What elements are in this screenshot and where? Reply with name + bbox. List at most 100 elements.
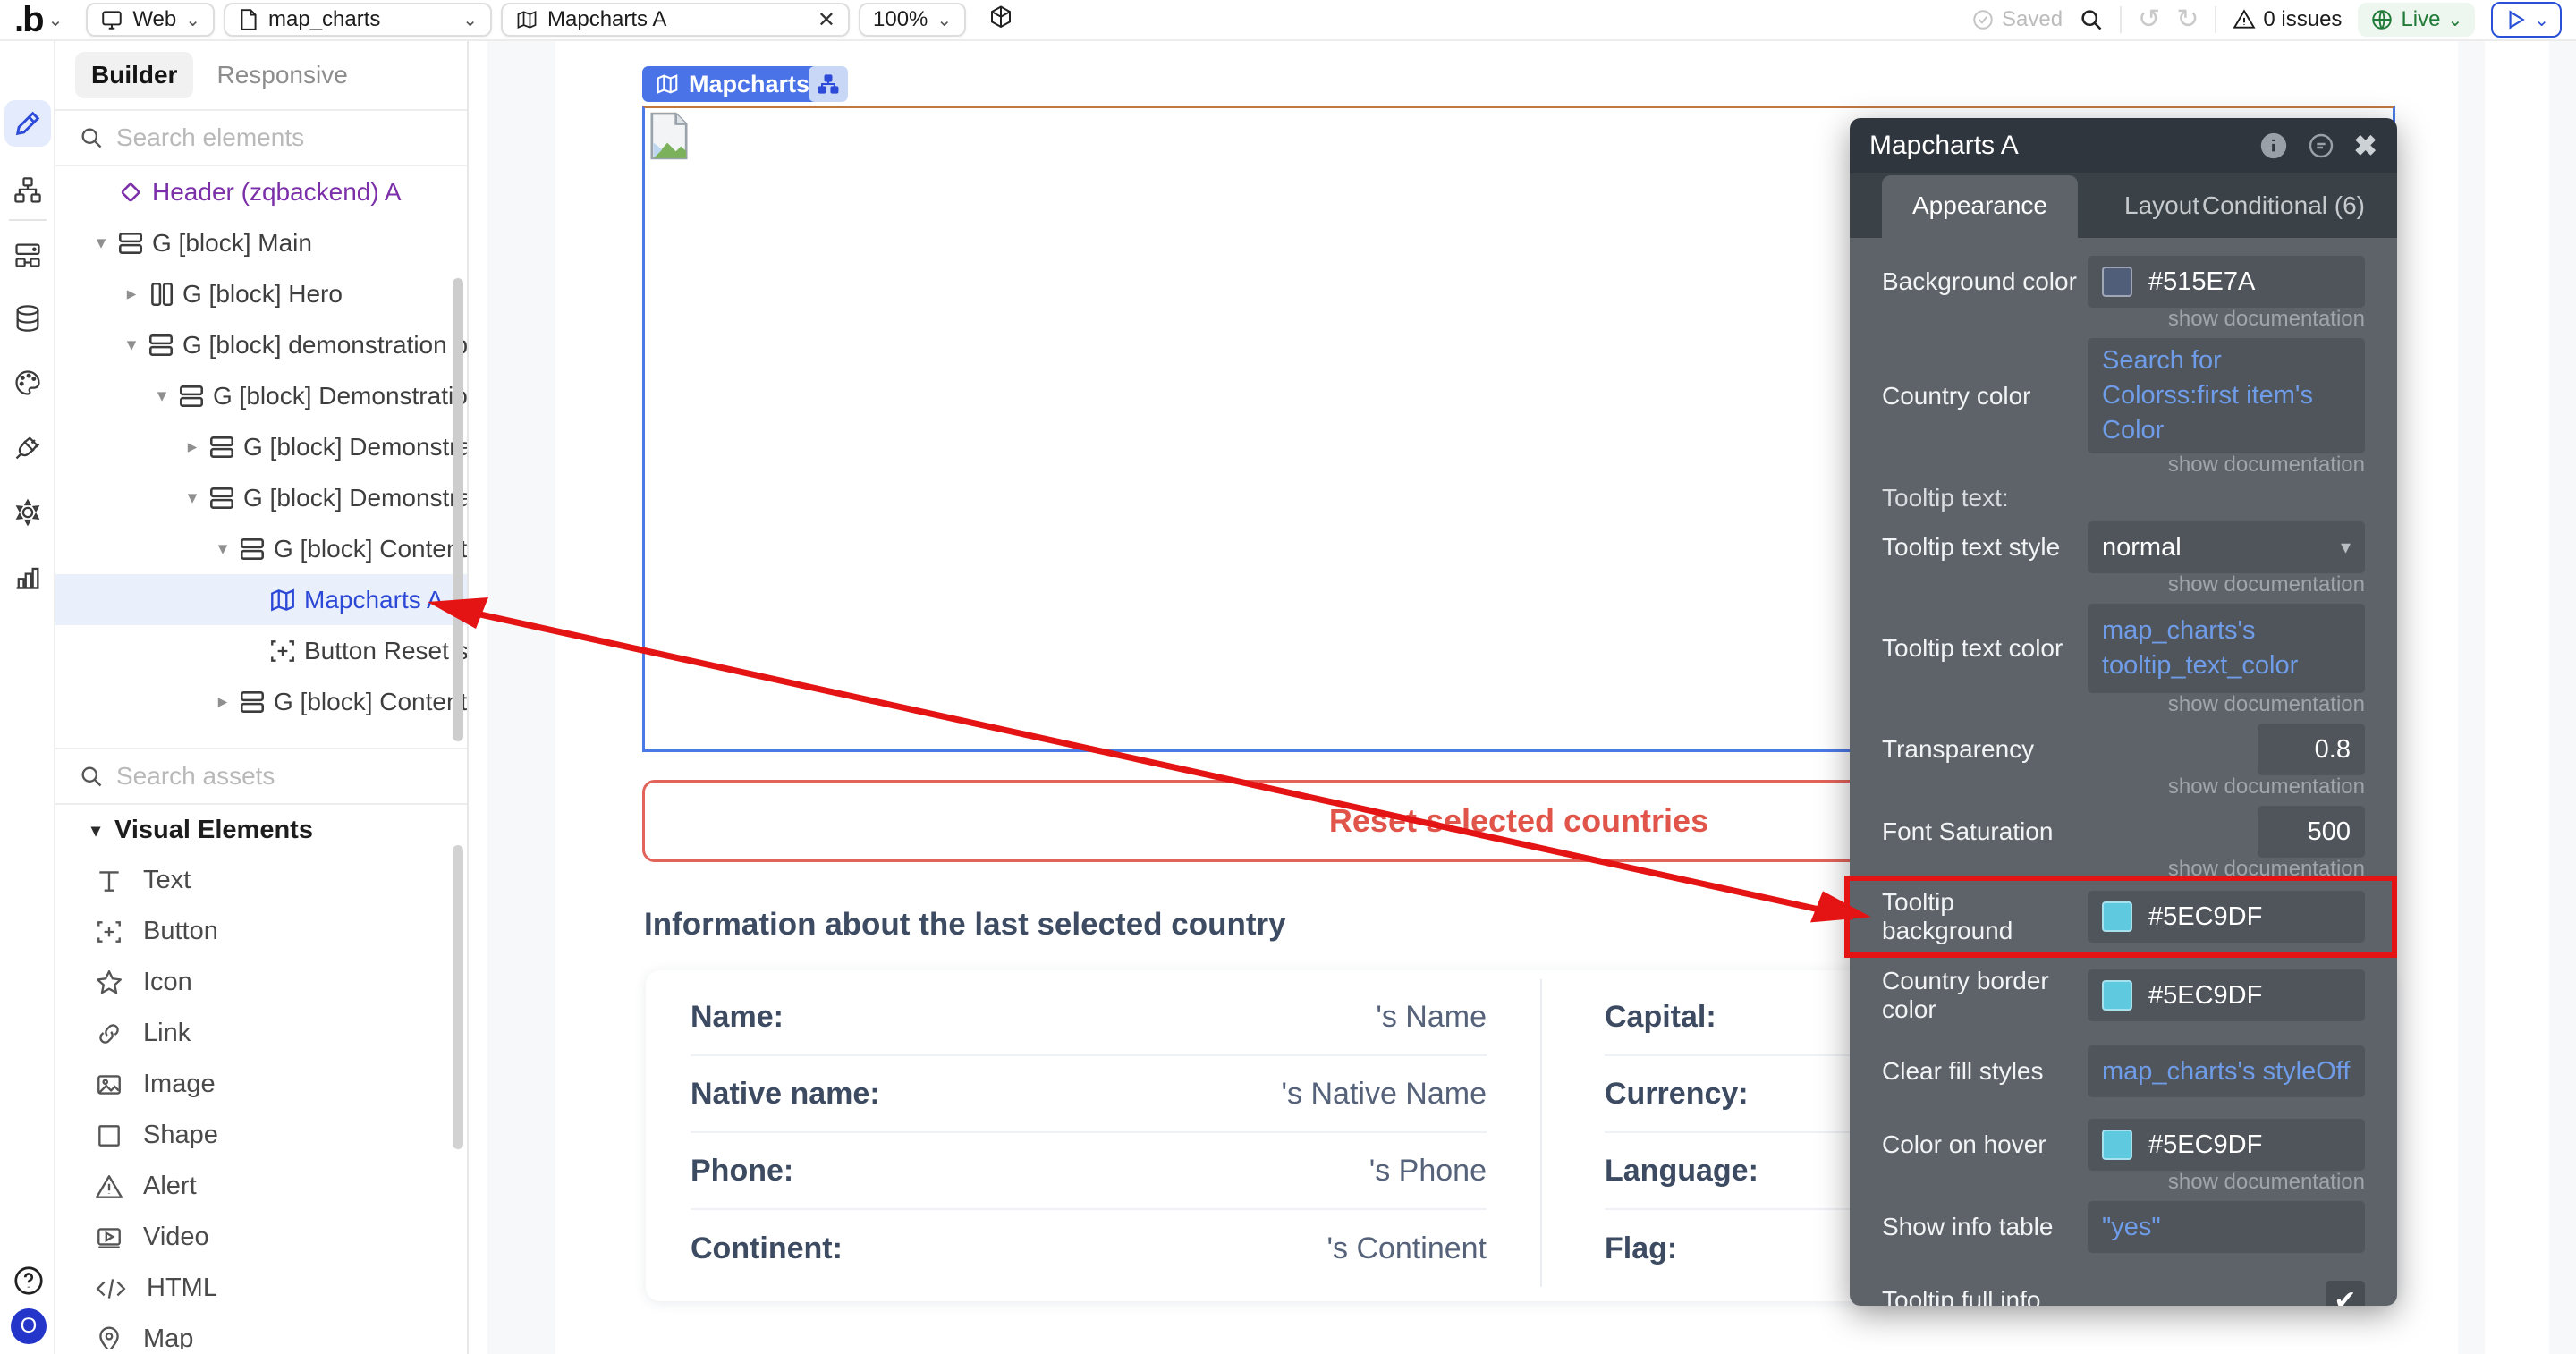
rail-workflow-icon[interactable] bbox=[4, 167, 51, 214]
tree-item-g-block-content[interactable]: ▸ G [block] Content ... bbox=[55, 676, 467, 727]
tree-item-g-block-demonstrati[interactable]: ▾ G [block] Demonstrati... bbox=[55, 472, 467, 523]
asset-item-icon[interactable]: Icon bbox=[55, 957, 467, 1008]
visual-elements-header[interactable]: ▾ Visual Elements bbox=[55, 805, 467, 855]
chevron-right-icon[interactable]: ▸ bbox=[187, 436, 198, 457]
asset-item-html[interactable]: HTML bbox=[55, 1263, 467, 1314]
tab-responsive[interactable]: Responsive bbox=[216, 61, 348, 89]
chevron-right-icon[interactable]: ▸ bbox=[126, 283, 137, 304]
expression-field[interactable]: map_charts's styleOff bbox=[2088, 1045, 2365, 1098]
asset-item-shape[interactable]: Shape bbox=[55, 1110, 467, 1161]
property-label: Show info table bbox=[1882, 1213, 2054, 1241]
avatar[interactable]: O bbox=[11, 1308, 47, 1344]
tree-item-g-block-main[interactable]: ▾ G [block] Main bbox=[55, 217, 467, 268]
color-swatch[interactable] bbox=[2102, 901, 2132, 933]
bubble-logo-menu[interactable]: .b ⌄ bbox=[14, 2, 63, 38]
rail-database-icon[interactable] bbox=[4, 295, 51, 342]
color-field[interactable]: #5EC9DF bbox=[2088, 969, 2365, 1022]
search-elements-input[interactable]: Search elements bbox=[55, 111, 467, 166]
show-documentation-link[interactable]: show documentation bbox=[2167, 307, 2365, 331]
search-icon[interactable] bbox=[2079, 7, 2104, 32]
search-assets-input[interactable]: Search assets bbox=[55, 749, 467, 805]
expression-field[interactable]: map_charts's tooltip_text_color bbox=[2088, 604, 2365, 694]
undo-button[interactable]: ↺ bbox=[2138, 4, 2161, 34]
color-field[interactable]: #515E7A bbox=[2088, 256, 2365, 308]
tree-item-g-block-demonstration[interactable]: ▾ G [block] Demonstration bbox=[55, 370, 467, 421]
dropdown-field[interactable]: normal ▾ bbox=[2088, 521, 2365, 574]
live-environment-button[interactable]: Live ⌄ bbox=[2358, 3, 2476, 37]
show-documentation-link[interactable]: show documentation bbox=[2167, 857, 2365, 882]
spacer bbox=[1882, 945, 2365, 967]
platform-selector[interactable]: Web ⌄ bbox=[86, 3, 216, 37]
redo-button[interactable]: ↻ bbox=[2176, 4, 2199, 34]
checkbox-checked[interactable]: ✔ bbox=[2326, 1281, 2365, 1306]
chevron-right-icon[interactable]: ▸ bbox=[217, 691, 228, 712]
element-tab[interactable]: Mapcharts A ✕ bbox=[501, 3, 851, 37]
element-hierarchy-badge[interactable] bbox=[809, 66, 848, 102]
asset-item-alert[interactable]: Alert bbox=[55, 1161, 467, 1212]
asset-item-video[interactable]: Video bbox=[55, 1212, 467, 1263]
expression-field[interactable]: "yes" bbox=[2088, 1201, 2365, 1254]
component-library-button[interactable] bbox=[987, 4, 1014, 36]
tab-conditional[interactable]: Conditional (6) bbox=[2201, 191, 2365, 219]
info-icon[interactable] bbox=[2258, 131, 2289, 161]
show-documentation-link[interactable]: show documentation bbox=[2167, 1170, 2365, 1195]
tree-item-g-block-hero[interactable]: ▸ G [block] Hero bbox=[55, 268, 467, 319]
tree-item-g-block-content[interactable]: ▾ G [block] Content ... bbox=[55, 523, 467, 574]
issues-button[interactable]: 0 issues bbox=[2233, 7, 2342, 32]
color-swatch[interactable] bbox=[2102, 1130, 2132, 1161]
color-swatch[interactable] bbox=[2102, 980, 2132, 1011]
tree-item-mapcharts-a[interactable]: Mapcharts A bbox=[55, 574, 467, 625]
comment-icon[interactable] bbox=[2307, 131, 2335, 160]
tab-layout[interactable]: Layout bbox=[2124, 191, 2200, 219]
tree-item-g-block-demonstration-bg[interactable]: ▾ G [block] demonstration bg bbox=[55, 319, 467, 370]
asset-item-button[interactable]: Button bbox=[55, 906, 467, 957]
asset-item-image[interactable]: Image bbox=[55, 1059, 467, 1110]
rail-palette-icon[interactable] bbox=[4, 360, 51, 406]
image-icon bbox=[95, 1071, 123, 1099]
zoom-selector[interactable]: 100% ⌄ bbox=[859, 3, 967, 37]
chevron-down-icon[interactable]: ▾ bbox=[96, 233, 106, 253]
property-label: Tooltip text color bbox=[1882, 634, 2063, 663]
asset-item-map[interactable]: Map bbox=[55, 1314, 467, 1349]
chevron-down-icon[interactable]: ▾ bbox=[157, 385, 167, 406]
color-field[interactable]: #5EC9DF bbox=[2088, 1119, 2365, 1172]
show-documentation-link[interactable]: show documentation bbox=[2167, 572, 2365, 597]
show-documentation-link[interactable]: show documentation bbox=[2167, 774, 2365, 800]
page-selector[interactable]: map_charts ⌄ bbox=[224, 3, 493, 37]
video-icon bbox=[95, 1223, 123, 1252]
show-documentation-link[interactable]: show documentation bbox=[2167, 692, 2365, 717]
search-elements-placeholder: Search elements bbox=[116, 123, 305, 151]
rail-plugin-icon[interactable] bbox=[4, 424, 51, 470]
asset-item-text[interactable]: Text bbox=[55, 855, 467, 906]
rail-gear-icon[interactable] bbox=[4, 489, 51, 536]
preview-button[interactable]: ⌄ bbox=[2491, 2, 2562, 38]
close-icon[interactable]: ✕ bbox=[817, 7, 836, 32]
info-row-label: Phone: bbox=[691, 1153, 794, 1188]
rail-pencil-icon[interactable] bbox=[4, 100, 51, 147]
chevron-down-icon[interactable]: ▾ bbox=[217, 538, 228, 559]
chevron-down-icon[interactable]: ▾ bbox=[187, 487, 198, 508]
number-field[interactable]: 500 bbox=[2258, 806, 2365, 859]
expression-field[interactable]: Search for Colorss:first item's Color bbox=[2088, 338, 2365, 454]
close-icon[interactable]: ✖ bbox=[2353, 130, 2377, 162]
tree-item-label: G [block] Main bbox=[152, 228, 312, 257]
tree-scrollbar[interactable] bbox=[453, 278, 463, 741]
number-field[interactable]: 0.8 bbox=[2258, 724, 2365, 776]
tree-item-g-block-demonstrati[interactable]: ▸ G [block] Demonstrati... bbox=[55, 421, 467, 472]
assets-scrollbar[interactable] bbox=[453, 845, 463, 1149]
rail-chart-icon[interactable] bbox=[4, 554, 51, 600]
asset-item-label: Image bbox=[143, 1070, 216, 1098]
chevron-down-icon[interactable]: ▾ bbox=[126, 334, 137, 355]
tab-builder[interactable]: Builder bbox=[75, 52, 194, 98]
property-editor-header[interactable]: Mapcharts A ✖ bbox=[1850, 118, 2397, 173]
tab-appearance[interactable]: Appearance bbox=[1882, 175, 2079, 238]
show-documentation-link[interactable]: show documentation bbox=[2167, 453, 2365, 478]
rail-components-icon[interactable] bbox=[4, 232, 51, 278]
rows-icon bbox=[208, 484, 243, 512]
help-icon[interactable] bbox=[13, 1265, 45, 1297]
tree-item-header-zqbackend-a[interactable]: Header (zqbackend) A bbox=[55, 166, 467, 217]
color-field[interactable]: #5EC9DF bbox=[2088, 891, 2365, 944]
asset-item-link[interactable]: Link bbox=[55, 1008, 467, 1059]
color-swatch[interactable] bbox=[2102, 267, 2132, 297]
tree-item-button-reset-s[interactable]: Button Reset s... bbox=[55, 625, 467, 676]
